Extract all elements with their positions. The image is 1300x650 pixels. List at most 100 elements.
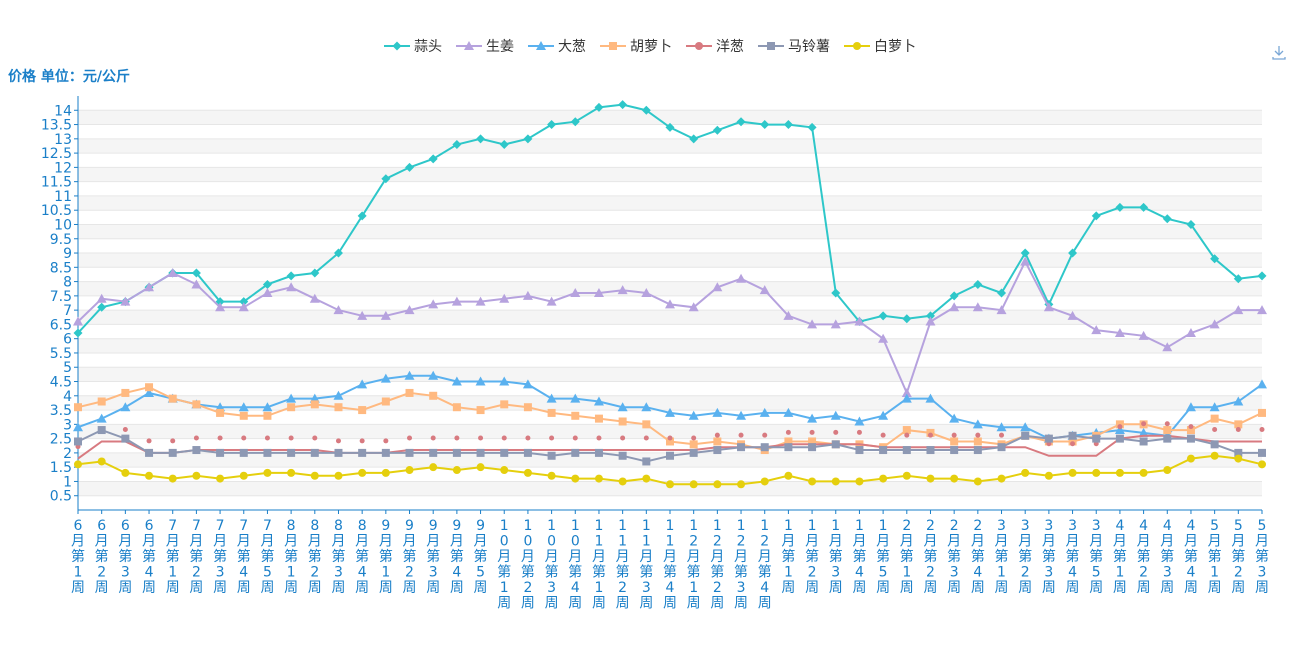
data-point [1115,202,1125,212]
data-point [1138,427,1149,437]
legend-label: 生姜 [486,39,514,55]
x-tick-label: 3 月第 5 周 [1089,518,1103,596]
x-tick-label: 4 月第 1 周 [1113,518,1127,596]
data-point [902,314,912,324]
legend-item[interactable]: 白萝卜 [844,36,916,56]
data-point [381,448,390,457]
x-tick-label: 3 月第 4 周 [1066,518,1080,596]
data-point [121,434,130,443]
data-point [475,376,486,386]
data-point [666,437,674,446]
data-point [1234,454,1243,463]
data-point [192,446,201,455]
y-axis-unit-label: 价格 单位：元/公斤 [8,69,130,85]
data-point [286,282,297,292]
data-point [594,102,604,112]
legend-item[interactable]: 胡萝卜 [600,36,672,56]
data-point [949,302,960,312]
x-tick-label: 1 2 月第 4 周 [758,518,772,612]
data-point [642,474,651,483]
legend-swatch [600,42,626,50]
data-point [762,432,768,438]
data-point [333,305,344,315]
data-point [216,448,225,457]
series-5 [74,426,1266,466]
data-point [523,468,532,477]
y-tick-label: 6.5 [50,317,72,333]
legend-item[interactable]: 大葱 [528,36,586,56]
legend-label: 胡萝卜 [630,39,672,55]
y-tick-label: 6 [63,332,72,348]
grid-band [78,281,1262,296]
y-tick-label: 7 [63,303,72,319]
data-point [617,402,628,412]
grid-band [78,481,1262,496]
data-point [1067,310,1078,320]
x-tick-label: 1 0 月第 1 周 [497,518,511,612]
data-point [1091,325,1102,335]
data-point [1257,271,1267,281]
data-point [310,471,319,480]
data-point [262,402,273,412]
data-point [972,419,983,429]
data-point [1234,448,1243,457]
grid-band [78,138,1262,154]
data-point [594,448,603,457]
data-point [97,397,106,406]
data-point [925,311,935,321]
data-point [357,310,368,320]
data-point [501,435,507,441]
data-point [381,174,391,184]
data-point [381,468,390,477]
legend-item[interactable]: 生姜 [456,36,514,56]
data-point [1138,330,1149,340]
data-point [571,411,580,420]
download-icon[interactable] [1270,44,1288,62]
grid-band [78,167,1262,182]
data-point [880,432,886,438]
data-point [309,293,320,303]
grid-band [78,338,1262,353]
data-point [1258,460,1266,469]
legend-swatch [528,41,554,50]
data-point [973,279,983,289]
data-point [973,477,982,486]
x-tick-label: 9 月第 2 周 [403,518,417,596]
x-tick-label: 8 月第 4 周 [355,518,369,596]
data-point [902,426,911,435]
x-tick-labels: 6 月第 1 周 6 月第 2 周 6 月第 3 周 6 月第 4 周 7 月第 1 周 7 月第 2 周 7 月第 3 周 7 月第 4 周… [71,510,1269,612]
data-point [407,435,413,441]
data-point [904,432,910,438]
data-point [357,379,368,389]
data-point [759,285,770,295]
y-tick-label: 8 [63,275,72,291]
data-point [666,480,674,489]
data-point [807,413,818,423]
data-point [1114,425,1125,435]
data-point [334,448,343,457]
legend-item[interactable]: 洋葱 [686,36,744,56]
grid-bands [78,110,1262,496]
data-point [1068,468,1077,477]
data-point [712,282,723,292]
data-point [572,435,578,441]
x-tick-label: 7 月第 2 周 [189,518,203,596]
data-point [286,271,296,281]
series-2 [73,370,1267,443]
data-point [96,413,107,423]
y-tick-label: 10 [54,217,72,233]
x-tick-label: 1 2 月第 3 周 [734,518,748,612]
data-point [405,162,415,172]
legend-item[interactable]: 蒜头 [384,36,442,56]
data-point [500,466,509,475]
x-tick-label: 1 1 月第 4 周 [663,518,677,612]
legend-swatch [758,42,784,50]
x-tick-label: 2 月第 2 周 [923,518,937,596]
data-point [1209,319,1220,329]
grid-band [78,367,1262,382]
legend-item[interactable]: 马铃薯 [758,36,830,56]
data-point [429,391,438,400]
data-point [1117,424,1123,430]
